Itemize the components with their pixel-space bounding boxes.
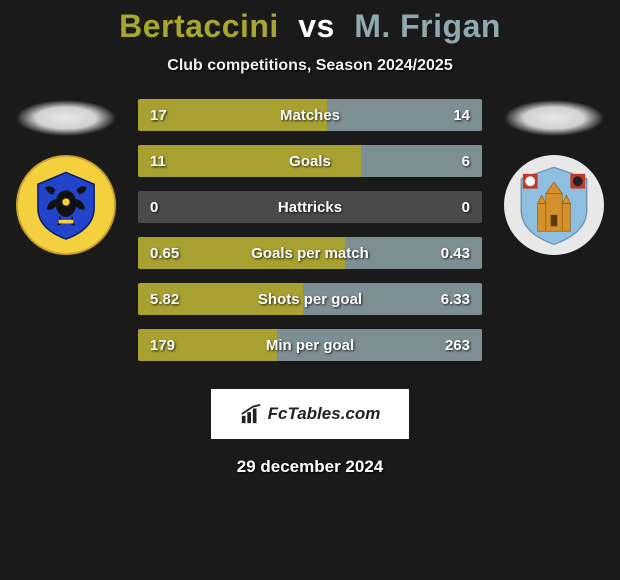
stat-row: 5.82Shots per goal6.33 (138, 283, 482, 315)
stat-label: Min per goal (138, 337, 482, 354)
title-vs: vs (298, 8, 335, 44)
footer-date: 29 december 2024 (0, 457, 620, 477)
title-player1: Bertaccini (119, 8, 279, 44)
club-crest-left (16, 155, 116, 255)
stat-row: 11Goals6 (138, 145, 482, 177)
chart-icon (240, 403, 262, 425)
stat-value-right: 6 (462, 153, 470, 170)
stat-row: 179Min per goal263 (138, 329, 482, 361)
player-left-silhouette (16, 99, 116, 137)
stats-column: 17Matches14 11Goals6 0Hattricks0 0.65Goals … (138, 99, 482, 361)
stat-row: 0Hattricks0 (138, 191, 482, 223)
player-right-silhouette (504, 99, 604, 137)
footer-brand-badge: FcTables.com (211, 389, 409, 439)
comparison-card: Bertaccini vs M. Frigan Club competition… (0, 0, 620, 477)
stat-value-right: 14 (453, 107, 470, 124)
stat-label: Matches (138, 107, 482, 124)
club-crest-right (504, 155, 604, 255)
title-player2: M. Frigan (354, 8, 501, 44)
stat-value-right: 0.43 (441, 245, 470, 262)
stat-label: Goals (138, 153, 482, 170)
stat-label: Goals per match (138, 245, 482, 262)
stat-value-right: 6.33 (441, 291, 470, 308)
stat-value-right: 263 (445, 337, 470, 354)
title: Bertaccini vs M. Frigan (0, 8, 620, 45)
stat-row: 17Matches14 (138, 99, 482, 131)
stat-row: 0.65Goals per match0.43 (138, 237, 482, 269)
player-left-column (12, 99, 120, 255)
player-right-column (500, 99, 608, 255)
crest-left-icon (29, 168, 103, 242)
stat-label: Hattricks (138, 199, 482, 216)
stat-value-right: 0 (462, 199, 470, 216)
footer-brand-text: FcTables.com (268, 404, 381, 424)
crest-right-icon (513, 164, 595, 246)
subtitle: Club competitions, Season 2024/2025 (0, 57, 620, 75)
main-row: 17Matches14 11Goals6 0Hattricks0 0.65Goals … (0, 99, 620, 361)
stat-label: Shots per goal (138, 291, 482, 308)
